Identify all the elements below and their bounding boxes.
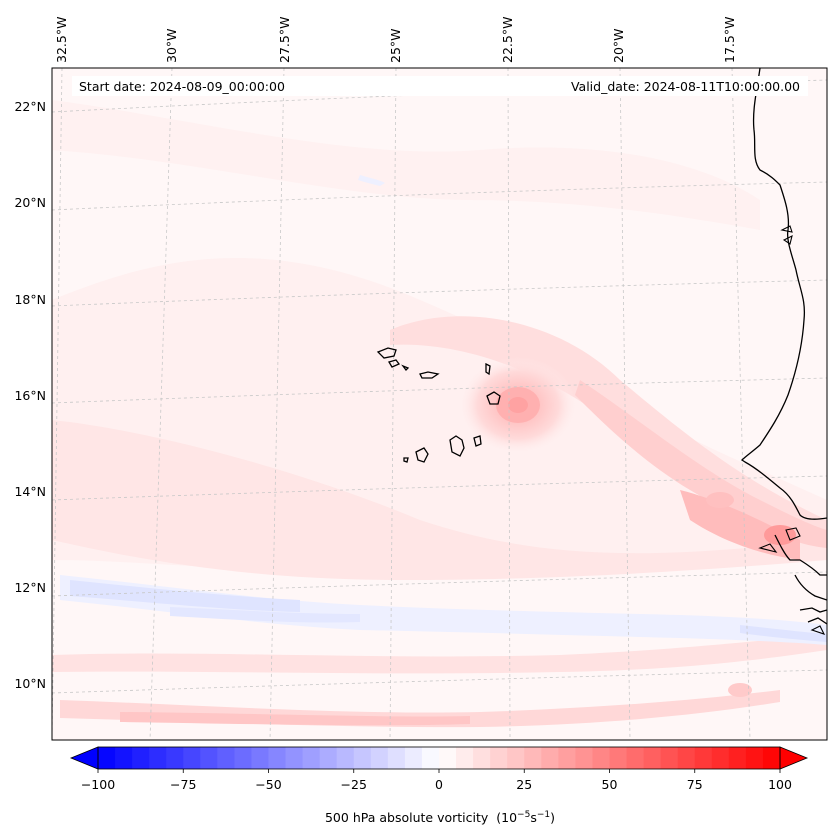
colorbar-segment	[762, 747, 781, 769]
colorbar-segment	[251, 747, 270, 769]
colorbar-ticks: −100 −75 −50 −25 0 25 50 75 100	[81, 769, 792, 792]
valid-date-text: Valid_date: 2024-08-11T10:00:00.00	[571, 79, 800, 94]
african-coastline	[740, 68, 827, 625]
colorbar-segment	[728, 747, 747, 769]
lat-label: 12°N	[14, 580, 46, 595]
colorbar-units-mid: s	[530, 810, 537, 825]
colorbar-segment	[370, 747, 389, 769]
colorbar-segment	[421, 747, 440, 769]
cabo-verde-islands	[376, 347, 501, 463]
colorbar-min-extension	[69, 746, 99, 770]
colorbar-max-extension	[779, 746, 809, 770]
colorbar-segment	[166, 747, 184, 769]
vorticity-field	[52, 100, 827, 728]
colorbar-units-exp1: −5	[517, 810, 530, 820]
colorbar-units-suffix: )	[550, 810, 555, 825]
colorbar-tick-label: −50	[255, 777, 281, 792]
colorbar-segment	[387, 747, 406, 769]
colorbar-segment	[558, 747, 576, 769]
colorbar-segment	[132, 747, 150, 769]
lon-label: 25°W	[388, 28, 403, 63]
colorbar-tick-label: 75	[687, 777, 703, 792]
colorbar-title-text: 500 hPa absolute vorticity	[325, 810, 489, 825]
lon-label: 17.5°W	[722, 17, 737, 63]
colorbar-segment	[643, 747, 662, 769]
colorbar: −100 −75 −50 −25 0 25 50 75 100 500 hPa absolute…	[69, 746, 809, 825]
colorbar-tick-label: −100	[81, 777, 115, 792]
lat-label: 18°N	[14, 292, 46, 307]
lon-label: 32.5°W	[54, 17, 69, 63]
colorbar-segment	[353, 747, 372, 769]
colorbar-segment	[473, 747, 491, 769]
colorbar-title: 500 hPa absolute vorticity (10−5s−1)	[325, 810, 555, 825]
colorbar-segment	[149, 747, 167, 769]
colorbar-segment	[711, 747, 730, 769]
colorbar-segment	[660, 747, 679, 769]
colorbar-segment	[285, 747, 304, 769]
lon-label: 30°W	[164, 28, 179, 63]
map-panel	[52, 68, 827, 740]
colorbar-units-prefix: (10	[496, 810, 517, 825]
colorbar-segment	[456, 747, 474, 769]
colorbar-segment	[268, 747, 287, 769]
colorbar-segment	[234, 747, 253, 769]
colorbar-tick-label: 100	[768, 777, 792, 792]
lat-label: 22°N	[14, 99, 46, 114]
colorbar-segment	[745, 747, 764, 769]
colorbar-segment	[200, 747, 218, 769]
colorbar-tick-label: 0	[435, 777, 443, 792]
graticule	[52, 68, 827, 740]
colorbar-segment	[507, 747, 525, 769]
header: Start date: 2024-08-09_00:00:00 Valid_da…	[72, 76, 808, 96]
colorbar-units-exp2: −1	[537, 810, 550, 820]
colorbar-segment	[541, 747, 559, 769]
colorbar-tick-label: 25	[516, 777, 532, 792]
colorbar-segment	[302, 747, 321, 769]
colorbar-segment	[217, 747, 235, 769]
colorbar-segment	[98, 747, 116, 769]
colorbar-segment	[439, 747, 457, 769]
lon-label: 20°W	[611, 28, 626, 63]
longitude-labels: 32.5°W 30°W 27.5°W 25°W 22.5°W 20°W 17.5…	[54, 17, 737, 63]
colorbar-segment	[694, 747, 713, 769]
latitude-labels: 22°N 20°N 18°N 16°N 14°N 12°N 10°N	[14, 99, 46, 691]
colorbar-segment	[336, 747, 355, 769]
colorbar-segment	[524, 747, 542, 769]
colorbar-segment	[490, 747, 508, 769]
lon-label: 27.5°W	[277, 17, 292, 63]
lon-label: 22.5°W	[500, 17, 515, 63]
colorbar-segments	[98, 747, 781, 769]
colorbar-tick-label: 50	[602, 777, 618, 792]
lat-label: 14°N	[14, 484, 46, 499]
lat-label: 10°N	[14, 676, 46, 691]
lat-label: 16°N	[14, 388, 46, 403]
header-background	[72, 76, 620, 96]
colorbar-tick-label: −75	[170, 777, 196, 792]
valid-date-background	[535, 76, 808, 96]
coastline-details	[758, 225, 826, 635]
colorbar-segment	[609, 747, 628, 769]
colorbar-segment	[319, 747, 338, 769]
colorbar-segment	[115, 747, 133, 769]
start-date-text: Start date: 2024-08-09_00:00:00	[79, 79, 285, 94]
colorbar-segment	[575, 747, 594, 769]
colorbar-segment	[677, 747, 696, 769]
colorbar-segment	[404, 747, 423, 769]
map-frame	[51, 67, 828, 741]
colorbar-tick-label: −25	[341, 777, 367, 792]
colorbar-segment	[183, 747, 201, 769]
colorbar-segment	[626, 747, 645, 769]
lat-label: 20°N	[14, 195, 46, 210]
colorbar-segment	[592, 747, 611, 769]
